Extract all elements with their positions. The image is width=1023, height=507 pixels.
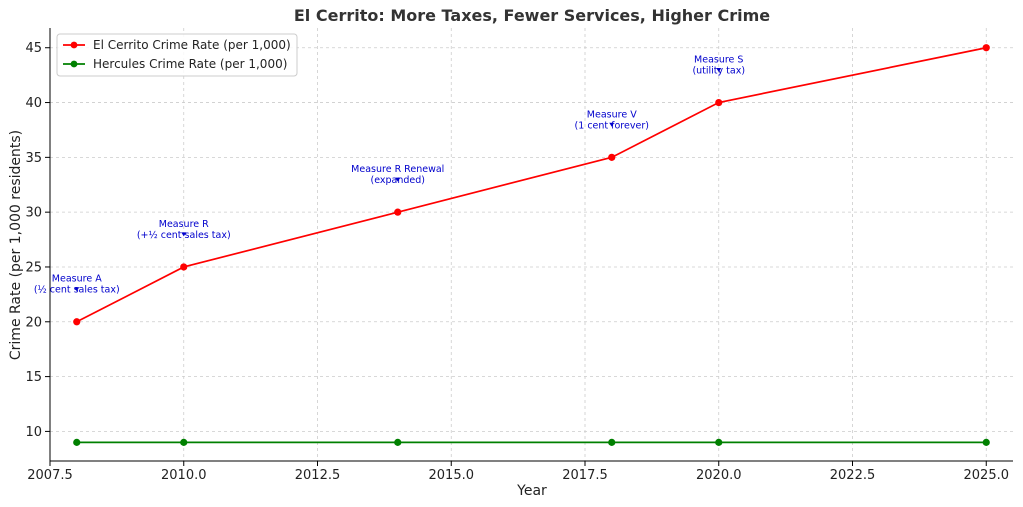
annotation-layer: Measure A(½ cent sales tax) Measure R(+½ … bbox=[34, 54, 745, 295]
series-layer bbox=[73, 44, 990, 446]
annotation-line-1: Measure S bbox=[694, 54, 743, 65]
annotation-4: Measure V(1 cent forever) bbox=[575, 109, 649, 131]
y-axis-label: Crime Rate (per 1,000 residents) bbox=[8, 130, 24, 360]
x-tick-label: 2020.0 bbox=[696, 468, 742, 483]
annotation-arrow bbox=[395, 177, 401, 182]
legend-swatch-marker bbox=[70, 41, 78, 49]
annotation-5: Measure S(utility tax) bbox=[692, 54, 745, 76]
annotation-3: Measure R Renewal(expanded) bbox=[351, 164, 444, 186]
annotation-line-1: Measure A bbox=[52, 274, 102, 285]
series-1-point bbox=[394, 208, 402, 216]
annotation-2: Measure R(+½ cent sales tax) bbox=[137, 219, 231, 241]
series-1-point bbox=[608, 153, 616, 161]
series-2-point bbox=[608, 438, 616, 446]
annotation-line-1: Measure R bbox=[159, 219, 209, 230]
y-tick-label: 25 bbox=[25, 260, 42, 275]
x-axis-label: Year bbox=[516, 483, 547, 499]
y-tick-label: 45 bbox=[25, 41, 42, 56]
x-tick-label: 2022.5 bbox=[830, 468, 876, 483]
x-tick-label: 2007.5 bbox=[27, 468, 73, 483]
legend-entry-1: El Cerrito Crime Rate (per 1,000) bbox=[93, 38, 291, 52]
series-2-point bbox=[982, 438, 990, 446]
y-tick-label: 20 bbox=[25, 315, 42, 330]
annotation-1: Measure A(½ cent sales tax) bbox=[34, 274, 120, 296]
legend-box bbox=[56, 33, 298, 77]
chart-title: El Cerrito: More Taxes, Fewer Services, … bbox=[294, 6, 770, 25]
legend-swatch-marker bbox=[70, 60, 78, 68]
x-tick-label: 2010.0 bbox=[161, 468, 207, 483]
axes: 2007.5 2010.0 2012.5 2015.0 2017.5 2020.0 2022… bbox=[25, 28, 1013, 483]
annotation-line-1: Measure R Renewal bbox=[351, 164, 444, 175]
series-1-point bbox=[982, 44, 990, 52]
annotation-arrow bbox=[74, 287, 80, 292]
annotation-arrow bbox=[716, 67, 722, 72]
annotation-arrow bbox=[609, 122, 615, 127]
series-1-point bbox=[180, 263, 188, 271]
annotation-line-1: Measure V bbox=[587, 109, 637, 120]
legend: El Cerrito Crime Rate (per 1,000) Hercule… bbox=[56, 33, 298, 77]
y-tick-label: 35 bbox=[25, 151, 42, 166]
y-tick-label: 30 bbox=[25, 206, 42, 221]
y-tick-label: 15 bbox=[25, 370, 42, 385]
series-1-point bbox=[715, 98, 723, 107]
y-tick-label: 10 bbox=[25, 425, 42, 440]
x-tick-label: 2017.5 bbox=[562, 468, 608, 483]
series-2-point bbox=[715, 438, 723, 446]
series-2-point bbox=[394, 438, 402, 446]
x-tick-label: 2015.0 bbox=[429, 468, 475, 483]
series-2-point bbox=[180, 438, 188, 446]
series-1-point bbox=[73, 318, 81, 326]
series-line-1 bbox=[76, 46, 987, 323]
annotation-arrow bbox=[181, 232, 187, 237]
x-tick-label: 2012.5 bbox=[295, 468, 341, 483]
series-2-point bbox=[73, 438, 81, 446]
x-tick-label: 2025.0 bbox=[964, 468, 1010, 483]
legend-entry-2: Hercules Crime Rate (per 1,000) bbox=[93, 57, 287, 71]
y-tick-label: 40 bbox=[25, 96, 42, 111]
grid bbox=[49, 28, 1013, 461]
